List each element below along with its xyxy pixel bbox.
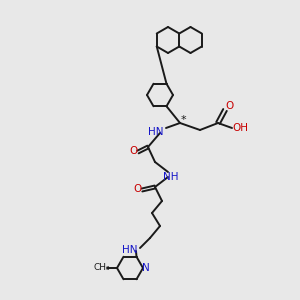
- Text: O: O: [129, 146, 137, 156]
- Text: O: O: [133, 184, 141, 194]
- Text: CH₃: CH₃: [94, 263, 110, 272]
- Text: NH: NH: [163, 172, 179, 182]
- Text: HN: HN: [148, 127, 164, 137]
- Text: OH: OH: [232, 123, 248, 133]
- Text: N: N: [142, 263, 150, 273]
- Text: *: *: [180, 115, 186, 125]
- Text: O: O: [225, 101, 233, 111]
- Text: HN: HN: [122, 245, 138, 255]
